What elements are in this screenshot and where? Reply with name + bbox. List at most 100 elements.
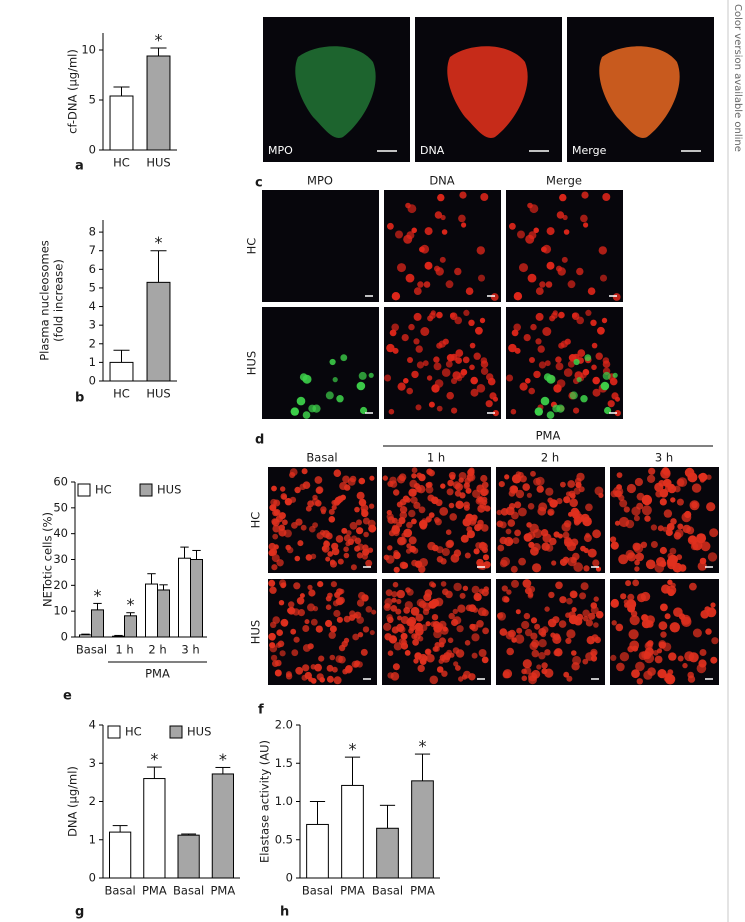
y-axis-label: NETotic cells (%) [41, 512, 55, 607]
cell [281, 582, 287, 588]
cell [325, 595, 332, 602]
cell [665, 673, 673, 680]
column-label: 2 h [541, 451, 559, 465]
cell [343, 615, 351, 623]
x-tick-label: 1 h [115, 643, 133, 657]
cell [583, 547, 589, 554]
cell [640, 591, 651, 602]
cell [535, 338, 542, 345]
x-tick-label: HC [113, 156, 130, 170]
cell [332, 377, 338, 383]
cell [347, 478, 356, 486]
cell [650, 524, 658, 531]
cell [632, 542, 641, 551]
cell [409, 624, 416, 631]
cell [557, 533, 563, 539]
cell [340, 354, 348, 362]
cell [660, 603, 668, 612]
cell [478, 649, 487, 657]
cell [602, 193, 611, 201]
cell [522, 483, 530, 491]
micrograph [384, 190, 501, 302]
cell [436, 311, 443, 319]
cell [358, 371, 367, 380]
cell [401, 334, 409, 342]
cell [423, 281, 431, 288]
cell [436, 666, 444, 673]
cell [585, 309, 592, 316]
cell [473, 352, 481, 360]
cell [301, 468, 308, 475]
row-label: HUS [245, 351, 259, 375]
cell [673, 607, 683, 617]
cell [287, 546, 294, 554]
cell [446, 488, 454, 496]
cell [288, 601, 295, 608]
cell [362, 517, 370, 525]
cell [542, 327, 552, 336]
cell [623, 599, 630, 605]
cell [523, 612, 531, 620]
cell [573, 358, 580, 366]
cell [452, 608, 458, 615]
cell [462, 356, 470, 364]
cell [401, 532, 407, 538]
cell [576, 472, 585, 482]
cell [346, 530, 352, 536]
cell [464, 640, 471, 646]
cell [654, 482, 664, 492]
cell [477, 496, 484, 503]
cell [368, 503, 375, 509]
cell [349, 521, 358, 530]
cell [291, 649, 299, 657]
cell [664, 613, 671, 620]
cell [610, 536, 617, 543]
cell [410, 606, 420, 616]
cell [335, 655, 344, 663]
cell [414, 622, 423, 632]
cell [418, 506, 426, 514]
y-tick-label: 0 [89, 374, 96, 388]
cell [464, 552, 471, 559]
cell [641, 494, 653, 506]
cell [412, 547, 419, 554]
cell [387, 616, 394, 624]
cell [386, 513, 394, 521]
cell [611, 620, 617, 626]
y-tick-label: 40 [53, 526, 68, 540]
cell [337, 558, 344, 565]
cell [447, 637, 454, 644]
cell [645, 559, 656, 570]
bar [146, 281, 171, 382]
cell [483, 586, 490, 592]
cell [556, 265, 562, 272]
cell [356, 661, 363, 668]
cell [269, 642, 276, 649]
cell [676, 498, 684, 506]
cell [384, 374, 392, 382]
cell [445, 540, 454, 549]
cell [504, 474, 510, 480]
cell [351, 535, 357, 542]
cell [687, 472, 698, 483]
bar [177, 834, 200, 879]
cell [431, 614, 439, 621]
cell [415, 613, 424, 622]
cell [436, 405, 443, 412]
cell [569, 498, 578, 508]
cell [405, 202, 411, 209]
cell [321, 544, 330, 553]
legend-label: HC [125, 725, 142, 739]
cell [459, 492, 466, 499]
cell [600, 381, 610, 391]
cell [332, 600, 340, 607]
image-label: Merge [572, 144, 607, 157]
cell [282, 519, 288, 526]
cell [481, 609, 489, 617]
cell [544, 668, 554, 678]
cell [636, 678, 643, 685]
cell [468, 604, 477, 612]
cell [591, 364, 597, 371]
legend-swatch [107, 725, 121, 739]
cell [681, 616, 692, 628]
